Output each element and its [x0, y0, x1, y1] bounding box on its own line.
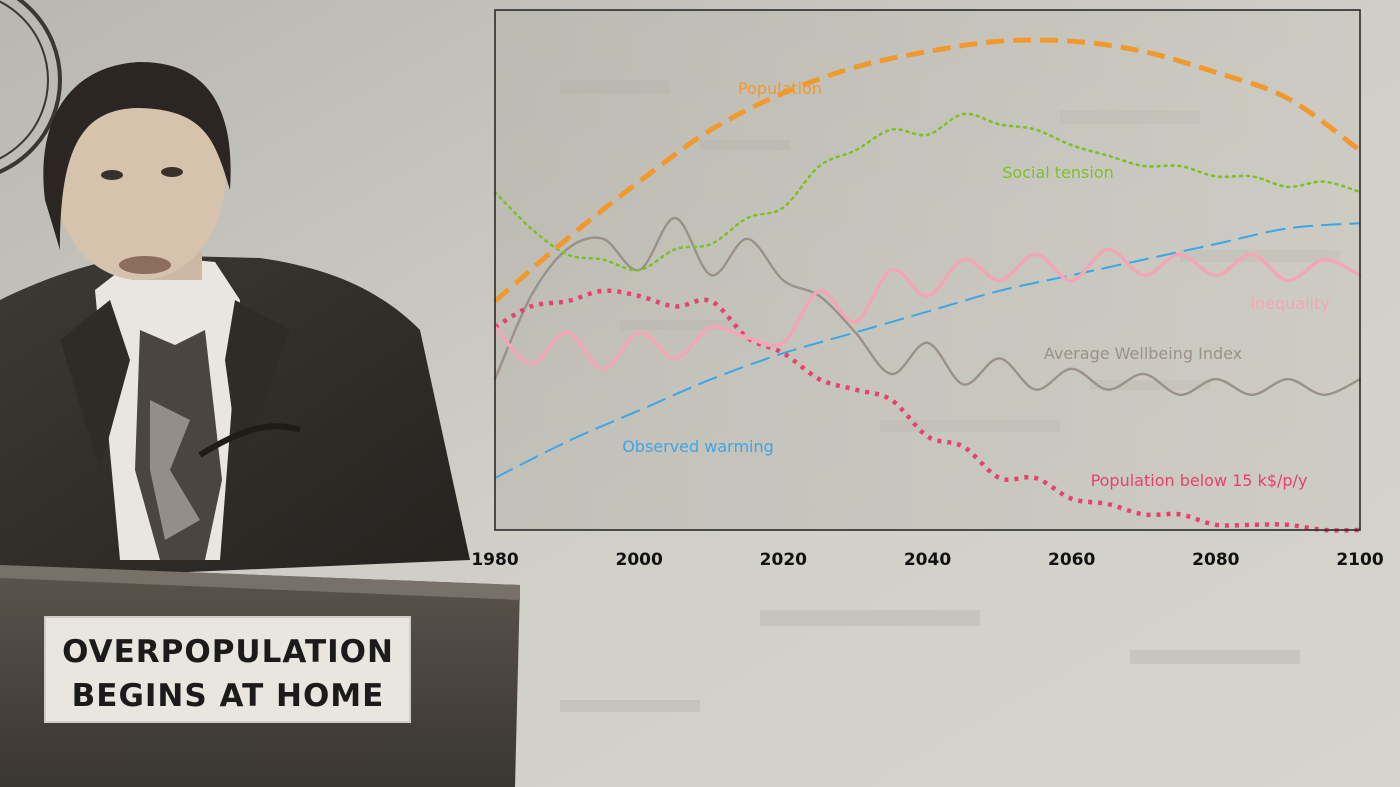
x-tick-label: 2080: [1192, 550, 1239, 570]
x-tick-label: 2060: [1048, 550, 1095, 570]
series-line-social-tension: [493, 112, 1362, 272]
sign-line-1: OVERPOPULATION: [62, 634, 394, 670]
x-tick-label: 2100: [1336, 550, 1383, 570]
series-line-warming: [494, 222, 1361, 479]
series-line-population: [493, 37, 1362, 304]
x-tick-label: 1980: [471, 550, 518, 570]
series-line-inequality: [493, 247, 1362, 371]
x-tick-label: 2020: [760, 550, 807, 570]
x-axis-ticks: 1980 2000 2020 2040 2060 2080 2100: [471, 550, 1383, 570]
series-label-wellbeing: Average Wellbeing Index: [1044, 344, 1242, 363]
series-labels: Population Social tension Inequality Averag…: [622, 79, 1330, 490]
series-label-warming: Observed warming: [622, 437, 774, 456]
series-line-poverty: [493, 288, 1361, 533]
seal: [0, 0, 62, 174]
series-layer: [493, 37, 1362, 533]
series-label-social-tension: Social tension: [1002, 163, 1114, 182]
series-label-inequality: Inequality: [1250, 294, 1329, 313]
x-tick-label: 2040: [904, 550, 951, 570]
plot-frame: [494, 9, 1361, 531]
x-tick-label: 2000: [616, 550, 663, 570]
series-label-poverty: Population below 15 k$/p/y: [1091, 471, 1308, 490]
sign-line-2: BEGINS AT HOME: [72, 678, 385, 714]
speaker: [0, 62, 470, 580]
series-label-population: Population: [738, 79, 822, 98]
